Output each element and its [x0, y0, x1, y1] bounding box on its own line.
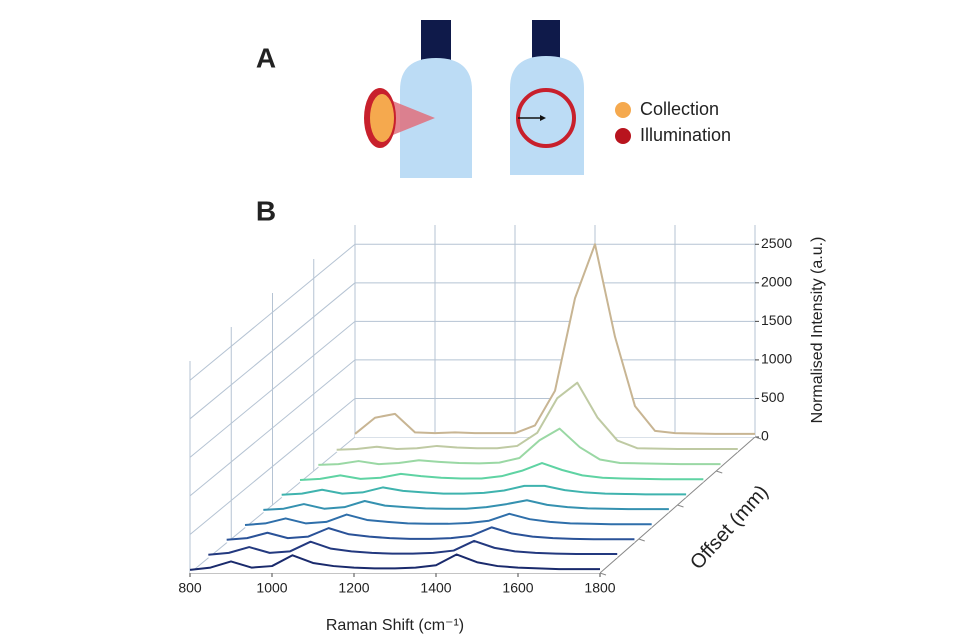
z-tick-label: 1500 — [761, 312, 792, 328]
z-axis-label: Normalised Intensity (a.u.) — [809, 237, 826, 424]
panel-label: B — [256, 195, 276, 226]
spectrum-fill — [300, 463, 704, 483]
depth-tick — [754, 436, 762, 440]
spectrum-line — [299, 462, 704, 482]
bottle-cap — [532, 20, 560, 58]
legend-swatch — [615, 128, 631, 144]
x-tick-label: 1200 — [338, 580, 369, 596]
x-tick-label: 1600 — [502, 580, 533, 596]
z-tick-label: 2000 — [761, 274, 792, 290]
spectrum-line — [354, 243, 755, 435]
depth-tick — [599, 572, 607, 576]
spectrum-fill — [245, 513, 652, 528]
x-tick-label: 1800 — [584, 580, 615, 596]
spectrum-line — [263, 499, 669, 511]
bottle-cap — [421, 20, 451, 60]
depth-axis-label: Offset (mm) — [686, 481, 773, 574]
legend-label: Collection — [640, 99, 719, 119]
spectrum-line — [189, 553, 600, 571]
spectrum-fill — [355, 244, 755, 437]
depth-tick — [638, 538, 645, 542]
spectrum-line — [208, 539, 618, 556]
collection-spot — [370, 94, 394, 142]
z-tick-label: 0 — [761, 428, 769, 444]
spectrum-fill — [281, 485, 687, 498]
z-tick-label: 500 — [761, 389, 785, 405]
legend-label: Illumination — [640, 125, 731, 145]
spectrum-line — [226, 526, 635, 541]
spectrum-fill — [226, 527, 635, 543]
arrow-head — [540, 115, 546, 121]
spectrum-line — [336, 381, 738, 451]
legend-swatch — [615, 102, 631, 118]
panel-label: A — [256, 42, 276, 73]
spectrum-fill — [208, 540, 618, 558]
z-tick-label: 1000 — [761, 351, 792, 367]
depth-tick — [716, 470, 723, 474]
x-tick-label: 800 — [178, 580, 202, 596]
depth-tick — [677, 504, 684, 508]
spectrum-line — [318, 427, 721, 466]
x-axis-label: Raman Shift (cm⁻¹) — [326, 617, 464, 634]
x-tick-label: 1400 — [420, 580, 451, 596]
spectrum-fill — [190, 554, 600, 573]
bottle — [510, 56, 584, 175]
x-tick-label: 1000 — [256, 580, 287, 596]
spectrum-fill — [263, 500, 669, 513]
spectrum-line — [244, 512, 652, 526]
spectrum-line — [281, 484, 687, 496]
spectrum-fill — [336, 382, 738, 453]
plot: 0 500 1000 1500 2000 2500 800 1000 1200 1400 1600 1… — [178, 225, 826, 634]
bottle — [400, 58, 472, 178]
z-tick-label: 2500 — [761, 235, 792, 251]
spectrum-fill — [318, 428, 721, 468]
